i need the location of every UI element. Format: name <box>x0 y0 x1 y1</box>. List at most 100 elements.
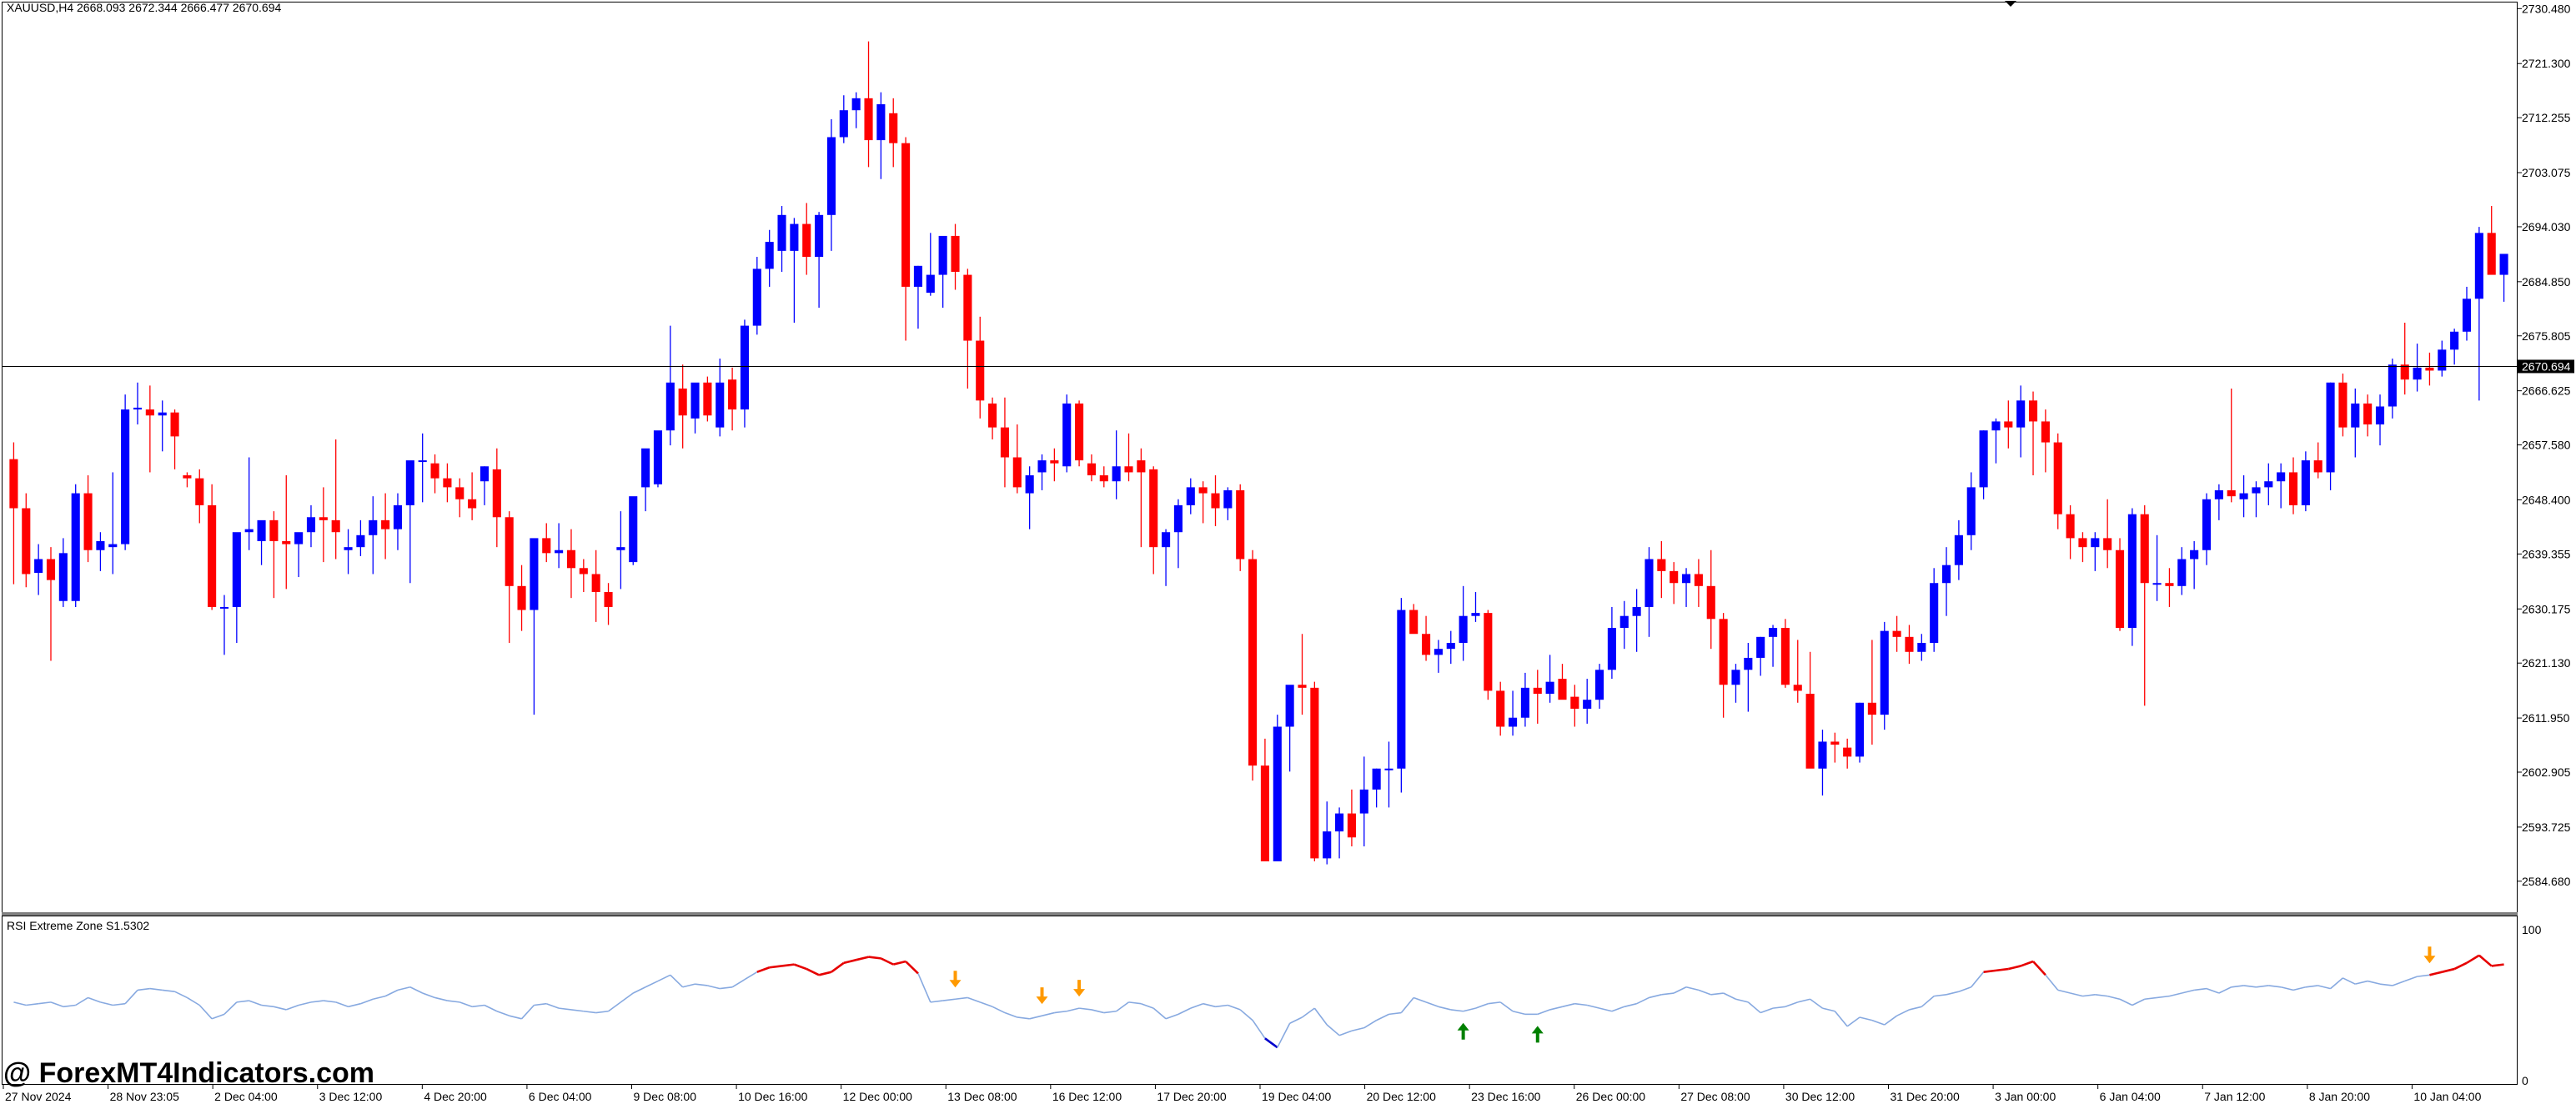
rsi-line-segment <box>2243 985 2257 988</box>
candle <box>1037 454 1047 490</box>
candle-body <box>430 463 439 479</box>
buy-arrow-icon <box>1457 1022 1469 1040</box>
candle <box>108 472 118 575</box>
candle-body <box>306 517 316 533</box>
candle <box>976 316 985 419</box>
rsi-line-segment <box>868 956 881 960</box>
rsi-line-segment <box>2194 987 2207 991</box>
rsi-line-segment <box>149 987 163 991</box>
rsi-line-segment <box>1388 1011 1402 1016</box>
rsi-line-segment <box>2292 986 2307 991</box>
candle <box>2140 504 2149 706</box>
price-tick-label: 2712.255 <box>2522 111 2571 124</box>
rsi-line-segment <box>2182 989 2195 994</box>
rsi-line-segment <box>731 979 746 988</box>
rsi-line-segment <box>806 967 820 976</box>
candle <box>1198 481 1208 524</box>
rsi-line-segment <box>13 1001 27 1006</box>
rsi-line-segment <box>249 1000 262 1006</box>
rsi-line-segment <box>1549 1006 1563 1011</box>
candle-body <box>2388 364 2397 407</box>
candle <box>1892 615 1901 652</box>
rsi-line-segment <box>1239 1009 1253 1021</box>
rsi-line-segment <box>1574 1002 1588 1006</box>
candle-body <box>2004 421 2013 428</box>
rsi-line-segment <box>1649 994 1662 999</box>
candle <box>839 95 848 143</box>
rsi-line-segment <box>1463 1007 1476 1012</box>
rsi-line-segment <box>1252 1020 1266 1039</box>
candle <box>1186 478 1195 514</box>
rsi-line-segment <box>472 1004 485 1008</box>
candle <box>2450 329 2459 365</box>
candle <box>1719 613 1728 718</box>
candle-body <box>2152 583 2162 585</box>
candle-body <box>1545 681 1554 695</box>
candle-body <box>208 504 217 607</box>
candle-body <box>1273 726 1282 861</box>
candle-body <box>1099 475 1108 482</box>
candle-body <box>2214 489 2223 499</box>
candle <box>913 265 922 329</box>
candle <box>728 367 737 431</box>
candle-body <box>1025 475 1034 494</box>
candle-body <box>728 379 737 410</box>
candle <box>331 439 340 560</box>
candle <box>1050 448 1059 482</box>
time-tick-label: 23 Dec 16:00 <box>1471 1090 1540 1103</box>
time-tick-label: 2 Dec 04:00 <box>214 1090 278 1103</box>
chart-shift-marker-icon[interactable] <box>2005 1 2016 7</box>
candle <box>1397 598 1406 793</box>
price-tick-label: 2648.400 <box>2522 493 2571 506</box>
candle-body <box>46 559 56 580</box>
candle-body <box>282 540 291 544</box>
candle <box>2177 547 2187 595</box>
candle-body <box>1645 559 1654 607</box>
rsi-line-segment <box>1190 1002 1203 1009</box>
rsi-line-segment <box>1116 1001 1129 1012</box>
time-tick-label: 7 Jan 12:00 <box>2204 1090 2265 1103</box>
candle-body <box>2078 538 2087 548</box>
price-tick-label: 2666.625 <box>2522 384 2571 398</box>
rsi-line-segment <box>1822 1007 1835 1012</box>
price-tick-label: 2657.580 <box>2522 439 2571 452</box>
rsi-line-segment <box>1017 1016 1030 1020</box>
rsi-line-segment <box>1215 1004 1228 1008</box>
candle-body <box>83 493 93 550</box>
candle <box>1607 606 1616 680</box>
current-price-label: 2670.694 <box>2522 359 2571 373</box>
candle <box>1260 738 1269 861</box>
rsi-line-segment <box>88 996 101 1003</box>
rsi-line-segment <box>2355 980 2368 985</box>
candle <box>1941 547 1951 616</box>
candle <box>815 212 824 309</box>
candle-body <box>876 104 886 141</box>
candle <box>665 325 675 446</box>
candle <box>1545 655 1554 703</box>
candle-body <box>319 517 328 520</box>
rsi-line-segment <box>880 957 894 966</box>
candle <box>468 472 477 520</box>
rsi-line-segment <box>1203 1002 1216 1008</box>
rsi-line-segment <box>1499 1001 1514 1012</box>
rsi-line-segment <box>534 1002 547 1006</box>
sell-arrow-icon <box>1073 980 1086 997</box>
rsi-line-segment <box>1958 986 1972 992</box>
candle <box>1670 562 1679 605</box>
candle-body <box>2239 493 2248 499</box>
rsi-line-segment <box>1661 992 1675 996</box>
candle-body <box>1075 403 1084 461</box>
rsi-line-segment <box>843 958 856 965</box>
candle <box>1310 681 1319 861</box>
rsi-line-segment <box>2070 992 2083 997</box>
candle-body <box>1867 702 1876 715</box>
time-tick-label: 31 Dec 20:00 <box>1891 1090 1960 1103</box>
candle-body <box>1459 615 1468 644</box>
rsi-line-segment <box>967 996 981 1003</box>
candle <box>876 92 886 179</box>
candle-body <box>1941 565 1951 584</box>
rsi-line-segment <box>1141 1002 1154 1009</box>
rsi-line-segment <box>1400 996 1414 1014</box>
candle-body <box>752 268 761 326</box>
